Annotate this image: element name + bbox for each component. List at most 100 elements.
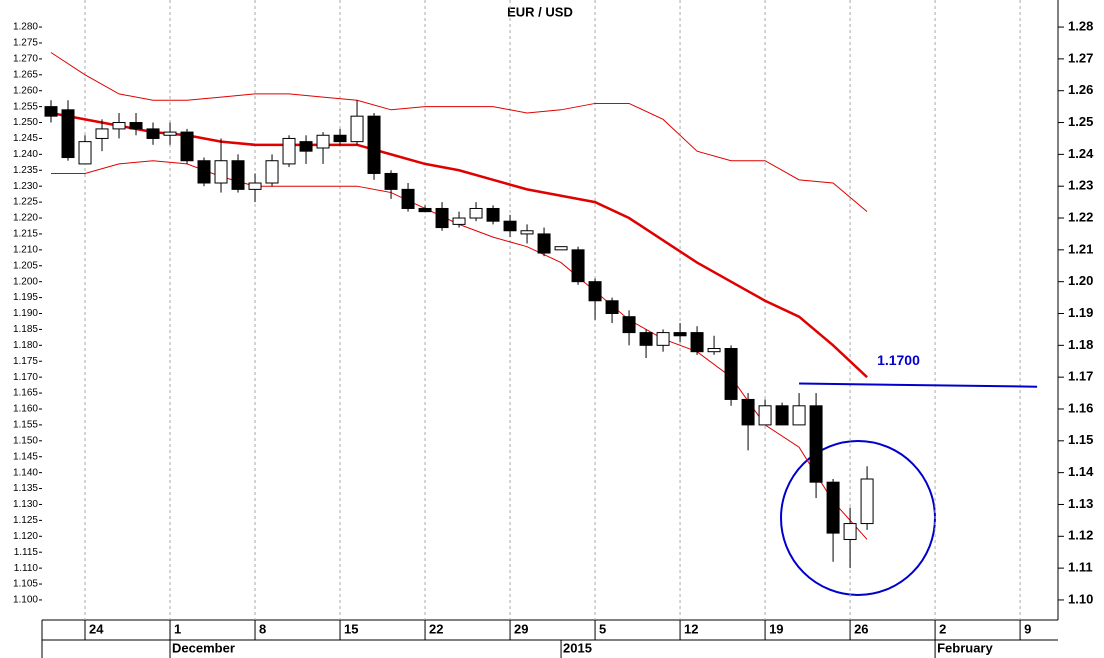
y-tick-label: 1.120 (13, 531, 38, 542)
y2-tick-label: 1.26 (1068, 82, 1093, 97)
candle-body (367, 115, 381, 174)
y2-tick-label: 1.21 (1068, 241, 1093, 256)
candle-body (809, 405, 823, 483)
y-tick-label: 1.265 (13, 69, 38, 80)
y-tick-label: 1.140 (13, 467, 38, 478)
period-label: 2015 (563, 640, 592, 655)
y2-tick-label: 1.14 (1068, 464, 1094, 479)
x-tick-label: 15 (344, 621, 358, 636)
x-tick-label: 22 (429, 621, 443, 636)
y2-tick-label: 1.19 (1068, 305, 1093, 320)
candle-body (707, 348, 721, 353)
y2-tick-label: 1.25 (1068, 114, 1093, 129)
y-tick-label: 1.150 (13, 435, 38, 446)
candle-body (418, 207, 432, 213)
level-label: 1.1700 (877, 352, 920, 368)
x-tick-label: 2 (939, 621, 946, 636)
candle-body (758, 405, 772, 426)
y2-tick-label: 1.22 (1068, 209, 1093, 224)
y-tick-label: 1.275 (13, 38, 38, 49)
y2-tick-label: 1.23 (1068, 178, 1093, 193)
candle-body (588, 281, 602, 302)
candle-body (197, 160, 211, 184)
y2-tick-label: 1.10 (1068, 591, 1093, 606)
x-tick-label: 19 (769, 621, 783, 636)
y-tick-label: 1.135 (13, 483, 38, 494)
y-tick-label: 1.230 (13, 181, 38, 192)
candle-body (435, 207, 449, 229)
y-tick-label: 1.125 (13, 515, 38, 526)
level-line (799, 382, 1038, 388)
candle-body (163, 131, 177, 136)
y-tick-label: 1.195 (13, 292, 38, 303)
candle-body (44, 106, 58, 117)
candle-body (690, 332, 704, 353)
chart-title: EUR / USD (507, 4, 573, 19)
y-tick-label: 1.165 (13, 388, 38, 399)
y-tick-label: 1.270 (13, 54, 38, 65)
candle-body (741, 398, 755, 426)
y2-tick-label: 1.12 (1068, 528, 1093, 543)
candle-body (622, 316, 636, 334)
y2-tick-label: 1.11 (1068, 560, 1093, 575)
y2-tick-label: 1.17 (1068, 369, 1093, 384)
y-tick-label: 1.175 (13, 356, 38, 367)
candle-body (503, 220, 517, 232)
candle-body (112, 122, 126, 130)
candle-body (265, 160, 279, 184)
y-tick-label: 1.255 (13, 101, 38, 112)
y-tick-label: 1.220 (13, 213, 38, 224)
candle-body (316, 134, 330, 149)
y-tick-label: 1.115 (14, 547, 39, 558)
period-label: December (172, 640, 235, 655)
candle-body (469, 207, 483, 219)
candle-body (486, 207, 500, 222)
candle-body (333, 134, 347, 143)
x-tick-label: 9 (1024, 621, 1031, 636)
candle-body (61, 109, 75, 159)
y-tick-label: 1.225 (13, 197, 38, 208)
candle-body (282, 137, 296, 165)
candle-body (248, 182, 262, 190)
y2-tick-label: 1.24 (1068, 146, 1094, 161)
y-tick-label: 1.105 (13, 579, 38, 590)
y-tick-label: 1.170 (13, 372, 38, 383)
candle-body (843, 523, 857, 540)
y2-tick-label: 1.27 (1068, 50, 1093, 65)
y-tick-label: 1.240 (13, 149, 38, 160)
candle-body (146, 128, 160, 139)
candle-body (401, 188, 415, 209)
x-tick-label: 12 (684, 621, 698, 636)
x-tick-label: 1 (174, 621, 181, 636)
y-tick-label: 1.100 (13, 595, 38, 606)
candle-body (724, 348, 738, 400)
y-tick-label: 1.155 (13, 420, 38, 431)
candle-body (860, 478, 874, 525)
candle-body (384, 172, 398, 190)
y2-tick-label: 1.16 (1068, 400, 1093, 415)
candle-body (656, 332, 670, 346)
y-tick-label: 1.190 (13, 308, 38, 319)
candle-body (775, 405, 789, 426)
y-tick-label: 1.145 (13, 451, 38, 462)
candle-body (78, 141, 92, 165)
candle-body (350, 115, 364, 143)
y2-tick-label: 1.20 (1068, 273, 1093, 288)
y2-tick-label: 1.13 (1068, 496, 1093, 511)
band-upper (50, 52, 868, 213)
candle-body (231, 160, 245, 190)
y-tick-label: 1.250 (13, 117, 38, 128)
candle-body (180, 131, 194, 162)
y-tick-label: 1.280 (13, 22, 38, 33)
y-tick-label: 1.200 (13, 276, 38, 287)
y-tick-label: 1.235 (13, 165, 38, 176)
candle-body (673, 332, 687, 337)
candle-body (571, 249, 585, 283)
x-tick-label: 5 (599, 621, 606, 636)
y-tick-label: 1.260 (13, 85, 38, 96)
x-tick-label: 29 (514, 621, 528, 636)
candle-body (639, 332, 653, 346)
